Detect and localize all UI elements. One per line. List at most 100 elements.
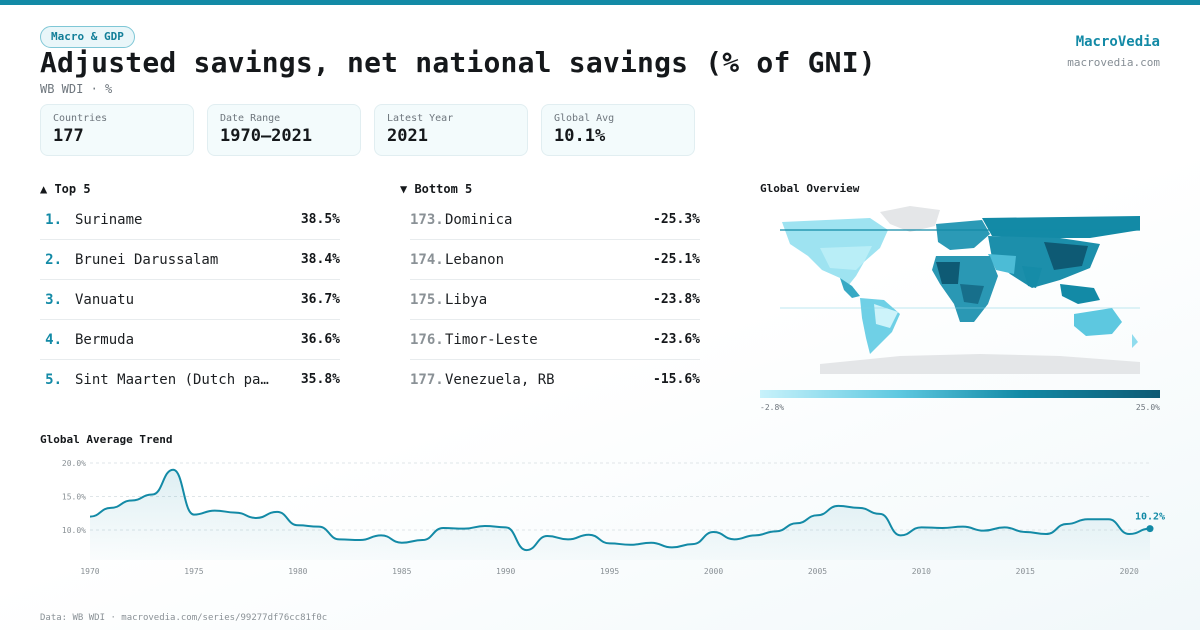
country-name: Suriname — [75, 212, 143, 228]
country-name: Bermuda — [75, 332, 135, 348]
rank-number: 177. — [410, 372, 444, 388]
rank-number: 3. — [45, 292, 62, 308]
country-value: 35.8% — [300, 372, 340, 387]
brand-logo[interactable]: MacroVedia — [1075, 34, 1160, 50]
world-choropleth-map[interactable] — [760, 204, 1160, 382]
bottom5-row[interactable]: 173. Dominica -25.3% — [410, 200, 700, 240]
map-region-europe — [936, 220, 990, 250]
rank-number: 176. — [410, 332, 444, 348]
stat-value: 2021 — [387, 126, 428, 146]
trend-chart[interactable]: 10.0% 15.0% 20.0% 10.2% 1970 1975 1980 1985 19… — [0, 450, 1200, 580]
country-value: -23.6% — [653, 332, 700, 347]
y-tick-label: 15.0% — [62, 493, 86, 502]
country-value: -15.6% — [653, 372, 700, 387]
stat-card-latest-year: Latest Year 2021 — [374, 104, 528, 156]
x-tick-label: 1975 — [184, 567, 203, 576]
stat-value: 10.1% — [554, 126, 606, 146]
map-legend-min: -2.8% — [760, 403, 785, 412]
country-value: -25.1% — [653, 252, 700, 267]
bottom5-row[interactable]: 174. Lebanon -25.1% — [410, 240, 700, 280]
trend-end-label: 10.2% — [1135, 512, 1165, 523]
map-legend-max: 25.0% — [1135, 403, 1160, 412]
country-value: 36.7% — [300, 292, 340, 307]
y-tick-label: 10.0% — [62, 526, 86, 535]
trend-area-fill — [90, 469, 1150, 560]
category-tag[interactable]: Macro & GDP — [40, 26, 135, 48]
bottom5-row[interactable]: 177. Venezuela, RB -15.6% — [410, 360, 700, 400]
country-value: 36.6% — [300, 332, 340, 347]
country-name: Venezuela, RB — [445, 372, 555, 388]
bottom5-row[interactable]: 175. Libya -23.8% — [410, 280, 700, 320]
map-region-central-america — [840, 278, 860, 298]
brand-url[interactable]: macrovedia.com — [1067, 56, 1160, 69]
stat-label: Date Range — [220, 113, 281, 124]
rank-number: 175. — [410, 292, 444, 308]
map-region-australia — [1074, 308, 1122, 336]
y-tick-label: 20.0% — [62, 459, 86, 468]
x-tick-label: 2015 — [1016, 567, 1035, 576]
country-name: Lebanon — [445, 252, 505, 268]
top5-row[interactable]: 1. Suriname 38.5% — [40, 200, 340, 240]
trend-line — [89, 468, 1151, 552]
map-region-india — [1022, 266, 1042, 288]
map-region-new-zealand — [1132, 334, 1138, 348]
map-region-greenland — [880, 206, 940, 232]
rank-number: 4. — [45, 332, 62, 348]
stat-label: Latest Year — [387, 113, 454, 124]
top-accent-bar — [0, 0, 1200, 5]
country-name: Sint Maarten (Dutch pa… — [75, 372, 269, 388]
stat-card-date-range: Date Range 1970–2021 — [207, 104, 361, 156]
x-tick-label: 1995 — [600, 567, 619, 576]
rank-number: 2. — [45, 252, 62, 268]
trend-end-point — [1146, 525, 1154, 533]
map-region-southeast-asia — [1060, 284, 1100, 304]
page-subtitle: WB WDI · % — [40, 82, 113, 96]
map-region-brazil — [874, 304, 898, 328]
map-region-middle-east — [988, 254, 1016, 274]
map-region-usa — [820, 246, 872, 270]
bottom5-heading: ▼ Bottom 5 — [400, 182, 473, 196]
map-legend-gradient — [760, 390, 1160, 398]
map-region-west-africa — [936, 262, 960, 284]
map-heading: Global Overview — [760, 182, 860, 195]
stat-card-global-avg: Global Avg 10.1% — [541, 104, 695, 156]
country-name: Dominica — [445, 212, 513, 228]
map-region-antarctica — [820, 354, 1140, 374]
country-value: 38.4% — [300, 252, 340, 267]
map-region-china — [1044, 242, 1088, 270]
x-tick-label: 2020 — [1120, 567, 1139, 576]
country-value: -23.8% — [653, 292, 700, 307]
map-region-russia — [982, 216, 1140, 238]
footer-source: Data: WB WDI · macrovedia.com/series/992… — [40, 613, 328, 623]
x-tick-label: 2010 — [912, 567, 931, 576]
country-name: Brunei Darussalam — [75, 252, 219, 268]
rank-number: 5. — [45, 372, 62, 388]
top5-heading: ▲ Top 5 — [40, 182, 91, 196]
country-name: Vanuatu — [75, 292, 135, 308]
page-title: Adjusted savings, net national savings (… — [40, 46, 876, 79]
top5-row[interactable]: 2. Brunei Darussalam 38.4% — [40, 240, 340, 280]
country-name: Libya — [445, 292, 488, 308]
top5-row[interactable]: 3. Vanuatu 36.7% — [40, 280, 340, 320]
country-name: Timor-Leste — [445, 332, 538, 348]
stat-label: Countries — [53, 113, 108, 124]
country-value: -25.3% — [653, 212, 700, 227]
x-tick-label: 1990 — [496, 567, 515, 576]
world-map-svg — [780, 206, 1140, 374]
stat-value: 177 — [53, 126, 84, 146]
trend-heading: Global Average Trend — [40, 433, 173, 446]
stat-label: Global Avg — [554, 113, 615, 124]
bottom5-row[interactable]: 176. Timor-Leste -23.6% — [410, 320, 700, 360]
stat-card-countries: Countries 177 — [40, 104, 194, 156]
top5-row[interactable]: 4. Bermuda 36.6% — [40, 320, 340, 360]
rank-number: 174. — [410, 252, 444, 268]
map-region-central-africa — [960, 284, 984, 304]
top5-row[interactable]: 5. Sint Maarten (Dutch pa… 35.8% — [40, 360, 340, 400]
rank-number: 1. — [45, 212, 62, 228]
country-value: 38.5% — [300, 212, 340, 227]
x-tick-label: 1985 — [392, 567, 411, 576]
x-tick-label: 2005 — [808, 567, 827, 576]
x-tick-label: 1980 — [288, 567, 307, 576]
stat-value: 1970–2021 — [220, 126, 313, 146]
rank-number: 173. — [410, 212, 444, 228]
